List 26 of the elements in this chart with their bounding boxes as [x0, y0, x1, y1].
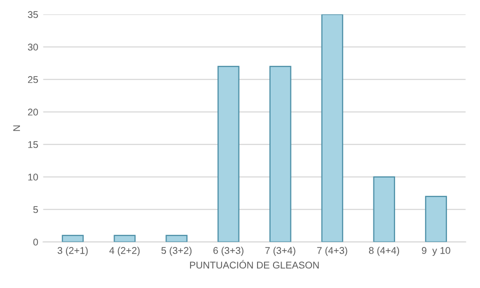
- bar: [373, 176, 396, 242]
- y-tick-label: 35: [28, 11, 38, 18]
- bar: [425, 196, 447, 242]
- y-tick-label: 0: [33, 238, 38, 246]
- bar: [114, 234, 136, 242]
- x-tick-label: 7 (4+3): [317, 246, 348, 256]
- x-tick-label: 8 (4+4): [369, 246, 400, 256]
- y-tick-label: 15: [28, 141, 38, 148]
- bar: [321, 14, 344, 242]
- x-tick-label: 4 (2+2): [109, 246, 140, 256]
- x-tick-label: 9 y 10: [422, 247, 450, 256]
- bar: [62, 234, 84, 242]
- x-tick-label: 5 (3+2): [161, 246, 192, 256]
- x-axis-title: PUNTUACIÓN DE GLEASON: [190, 260, 319, 269]
- x-tick-label: 6 (3+3): [213, 246, 244, 256]
- y-tick-label: 5: [33, 206, 38, 214]
- x-tick-label: 3 (2+1): [58, 246, 88, 256]
- y-tick-label: 10: [28, 174, 38, 181]
- x-tick-label: 7 (3+4): [265, 246, 296, 256]
- y-tick-label: 25: [28, 76, 38, 84]
- y-tick-label: 30: [28, 44, 38, 51]
- bar: [166, 234, 188, 242]
- y-tick-label: 20: [28, 108, 38, 116]
- bar: [269, 66, 292, 242]
- y-axis-title: N: [13, 125, 20, 131]
- bar: [218, 66, 240, 242]
